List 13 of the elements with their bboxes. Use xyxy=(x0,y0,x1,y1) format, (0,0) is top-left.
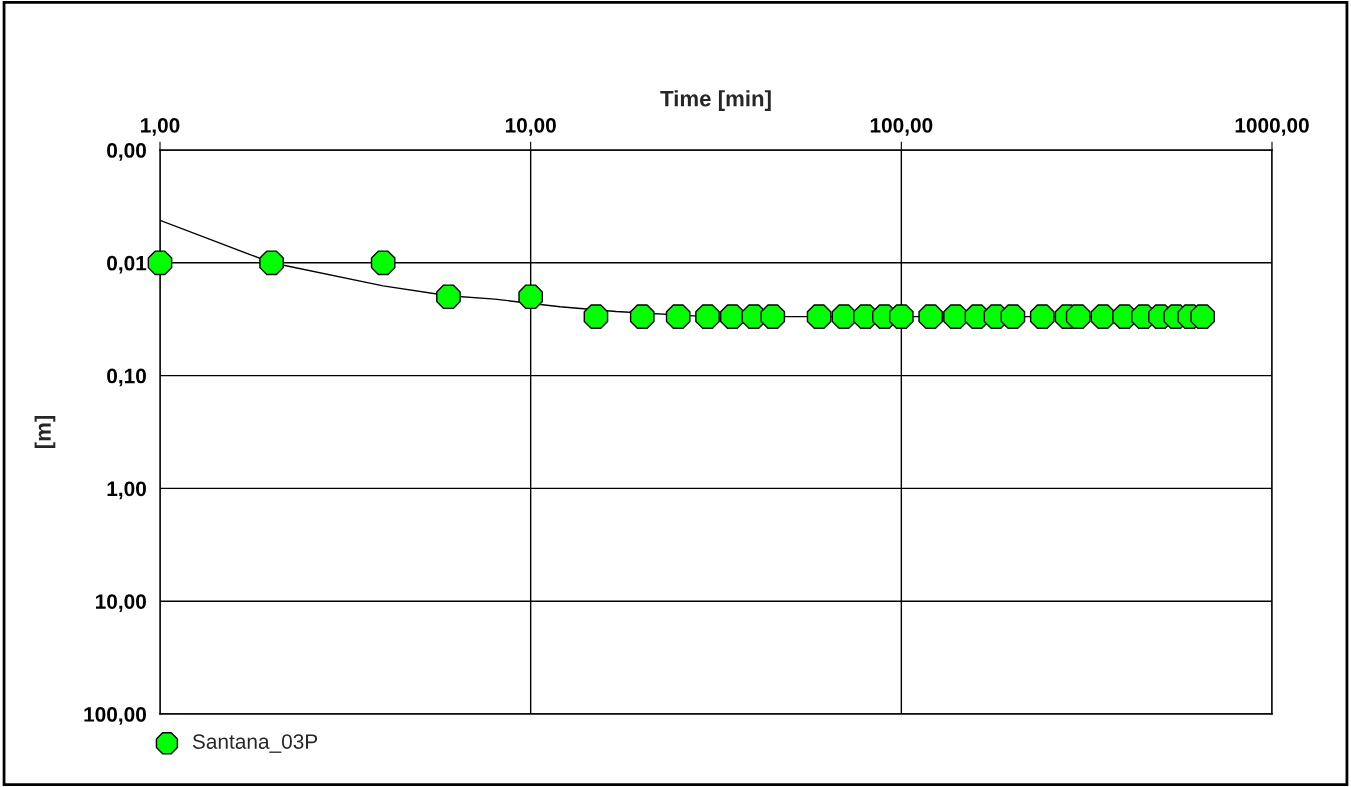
x-tick-label: 100,00 xyxy=(870,117,933,136)
x-tick-label: 1,00 xyxy=(141,117,180,136)
x-tick-label: 1000,00 xyxy=(1235,117,1309,136)
y-tick-label: 100,00 xyxy=(84,707,146,725)
y-axis-title: [m] xyxy=(34,415,56,449)
y-tick-label: 0,01 xyxy=(107,255,147,274)
y-tick-label: 0,00 xyxy=(107,143,146,161)
y-tick-label: 0,10 xyxy=(107,368,146,387)
x-tick-label: 10,00 xyxy=(505,117,556,136)
x-axis-title: Time [min] xyxy=(660,90,771,111)
y-tick-label: 10,00 xyxy=(95,594,146,612)
legend-label: Santana_03P xyxy=(192,734,318,753)
y-tick-label: 1,00 xyxy=(107,481,146,500)
